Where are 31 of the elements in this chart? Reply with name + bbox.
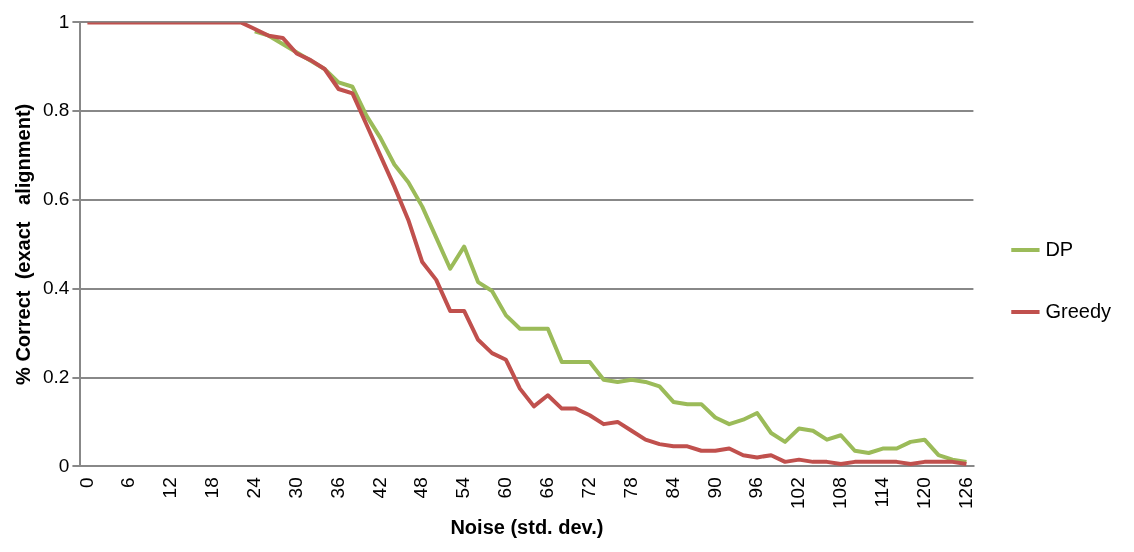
x-tick-label: 48	[410, 477, 432, 499]
x-tick-label: 24	[243, 476, 265, 499]
x-tick-label: 30	[284, 477, 306, 499]
x-tick-label: 72	[577, 477, 599, 499]
x-tick-label: 102	[787, 477, 809, 509]
x-tick-label: 114	[870, 476, 892, 508]
y-tick-label: 0.8	[42, 99, 70, 121]
y-tick-label: 0.2	[42, 365, 70, 387]
x-tick-label: 42	[368, 477, 390, 499]
x-tick-label: 120	[912, 477, 934, 509]
y-tick-label: 1	[58, 10, 70, 32]
x-tick-label: 90	[703, 477, 725, 499]
y-tick-label: 0.4	[42, 276, 70, 298]
x-tick-label: 54	[452, 476, 474, 499]
x-tick-label: 78	[619, 477, 641, 499]
x-tick-label: 96	[745, 477, 767, 499]
x-tick-label: 66	[536, 477, 558, 499]
y-axis-title: % Correct (exact alignment)	[11, 103, 34, 385]
x-tick-label: 108	[829, 477, 851, 509]
x-tick-label: 6	[117, 477, 139, 488]
x-tick-label: 12	[159, 477, 181, 499]
x-tick-label: 0	[75, 477, 97, 488]
x-tick-label: 84	[661, 476, 683, 499]
legend-label: DP	[1045, 237, 1074, 260]
legend-label: Greedy	[1045, 299, 1112, 322]
x-tick-label: 36	[326, 477, 348, 499]
x-tick-label: 60	[494, 477, 516, 499]
x-tick-label: 126	[954, 477, 976, 509]
x-tick-label: 18	[201, 477, 223, 499]
y-tick-label: 0.6	[42, 188, 70, 210]
x-axis-title: Noise (std. dev.)	[450, 515, 604, 538]
